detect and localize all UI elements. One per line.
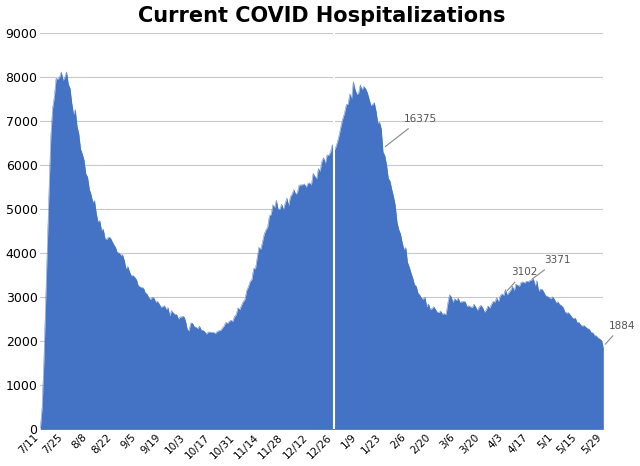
Text: 3102: 3102 bbox=[508, 267, 537, 291]
Text: 16375: 16375 bbox=[385, 114, 437, 147]
Title: Current COVID Hospitalizations: Current COVID Hospitalizations bbox=[138, 6, 506, 26]
Text: 1884: 1884 bbox=[605, 321, 635, 344]
Text: 3371: 3371 bbox=[532, 255, 570, 279]
